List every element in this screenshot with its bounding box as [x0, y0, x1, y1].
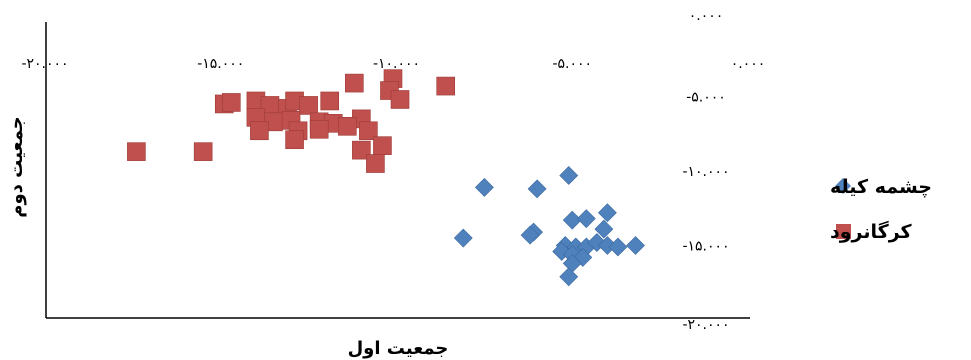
legend-marker-square: [836, 224, 851, 239]
data-point-diamond: [559, 166, 579, 185]
data-point-diamond: [576, 209, 596, 229]
x-axis-label: جمعیت اول: [348, 338, 449, 359]
data-point-square: [345, 73, 364, 93]
data-point-diamond: [559, 267, 579, 287]
data-point-square: [193, 142, 213, 161]
data-point-diamond: [527, 179, 547, 199]
y-tick-label: -۱۵.۰۰۰: [682, 239, 729, 255]
data-point-square: [337, 117, 357, 136]
data-point-diamond: [552, 242, 572, 261]
data-point-diamond: [453, 228, 473, 248]
data-point-square: [320, 91, 340, 111]
data-point-square: [250, 121, 269, 141]
legend-item-series-2: کرگانرود: [830, 220, 913, 243]
axes: [45, 22, 750, 319]
data-point-square: [299, 96, 318, 115]
data-point-square: [309, 119, 329, 139]
data-point-diamond: [594, 219, 614, 239]
data-point-square: [221, 93, 241, 112]
y-tick-label: -۱۰.۰۰۰: [682, 164, 729, 180]
data-point-square: [352, 140, 371, 160]
tick-labels: -۲۰.۰۰۰ -۱۵.۰۰۰ -۱۰.۰۰۰ -۵.۰۰۰ ۰.۰۰۰ ۰.۰۰۰ -۵.…: [21, 8, 765, 333]
data-point-square: [373, 136, 392, 155]
x-tick-label: -۱۰.۰۰۰: [373, 56, 420, 72]
y-tick-label: -۲۰.۰۰۰: [682, 317, 729, 333]
data-points: [127, 69, 645, 287]
data-point-diamond: [562, 210, 582, 230]
y-axis-label: جمعیت دوم: [6, 116, 27, 218]
legend: چشمه کیله کرگانرود: [830, 176, 932, 243]
data-point-square: [436, 76, 456, 96]
data-point-square: [390, 90, 410, 109]
data-point-diamond: [626, 236, 645, 255]
legend-marker-diamond: [835, 178, 851, 194]
legend-item-series-1: چشمه کیله: [830, 176, 932, 198]
x-tick-label: -۲۰.۰۰۰: [21, 56, 68, 72]
legend-label: کرگانرود: [830, 220, 913, 243]
y-tick-label: -۵.۰۰۰: [686, 90, 726, 106]
x-tick-label: -۵.۰۰۰: [552, 56, 592, 72]
x-tick-label: ۰.۰۰۰: [731, 56, 766, 72]
data-point-diamond: [597, 203, 617, 223]
data-point-square: [359, 121, 378, 141]
data-point-square: [285, 130, 304, 150]
y-tick-label: ۰.۰۰۰: [689, 8, 724, 24]
data-point-square: [127, 142, 146, 161]
data-point-square: [366, 154, 385, 173]
x-tick-label: -۱۵.۰۰۰: [197, 56, 244, 72]
data-point-diamond: [608, 237, 628, 257]
legend-label: چشمه کیله: [830, 176, 932, 198]
data-point-diamond: [474, 177, 494, 197]
data-point-diamond: [520, 225, 540, 245]
